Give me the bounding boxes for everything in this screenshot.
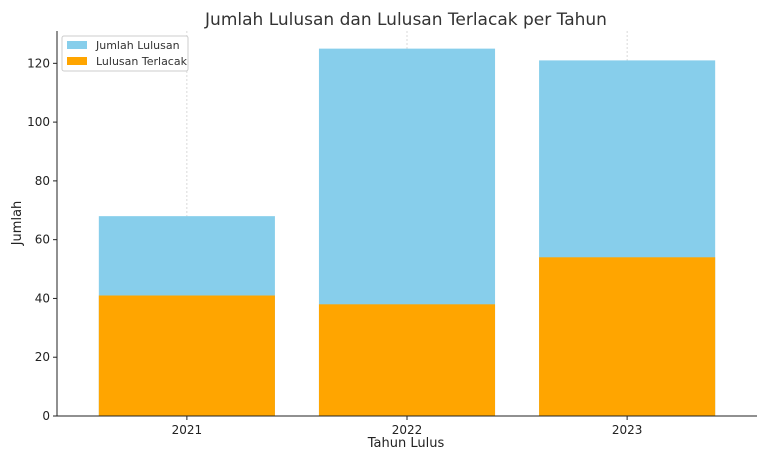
x-tick-label: 2022 [392,423,423,437]
bars [98,48,716,417]
y-tick-label: 0 [42,409,50,423]
bar-1-2023 [539,257,716,416]
x-axis-label: Tahun Lulus [367,436,445,451]
bar-1-2021 [98,295,275,416]
y-tick-label: 120 [27,56,50,70]
legend-box [61,35,189,72]
y-axis-label: Jumlah [10,201,25,247]
legend-swatch-1 [67,57,87,65]
bar-1-2022 [318,304,496,416]
y-tick-label: 60 [35,233,50,247]
legend-label-1: Lulusan Terlacak [96,55,188,68]
x-tick-label: 2023 [612,423,643,437]
x-tick-label: 2021 [172,423,203,437]
y-tick-label: 40 [35,291,50,305]
chart-title: Jumlah Lulusan dan Lulusan Terlacak per … [204,10,607,30]
y-tick-label: 100 [27,115,50,129]
legend: Jumlah Lulusan Lulusan Terlacak [61,35,189,72]
y-ticks: 0 20 40 60 80 100 120 [27,56,57,423]
y-tick-label: 20 [35,350,50,364]
legend-swatch-0 [67,41,87,49]
y-tick-label: 80 [35,174,50,188]
legend-label-0: Jumlah Lulusan [95,39,180,52]
x-ticks: 2021 2022 2023 [172,416,643,437]
